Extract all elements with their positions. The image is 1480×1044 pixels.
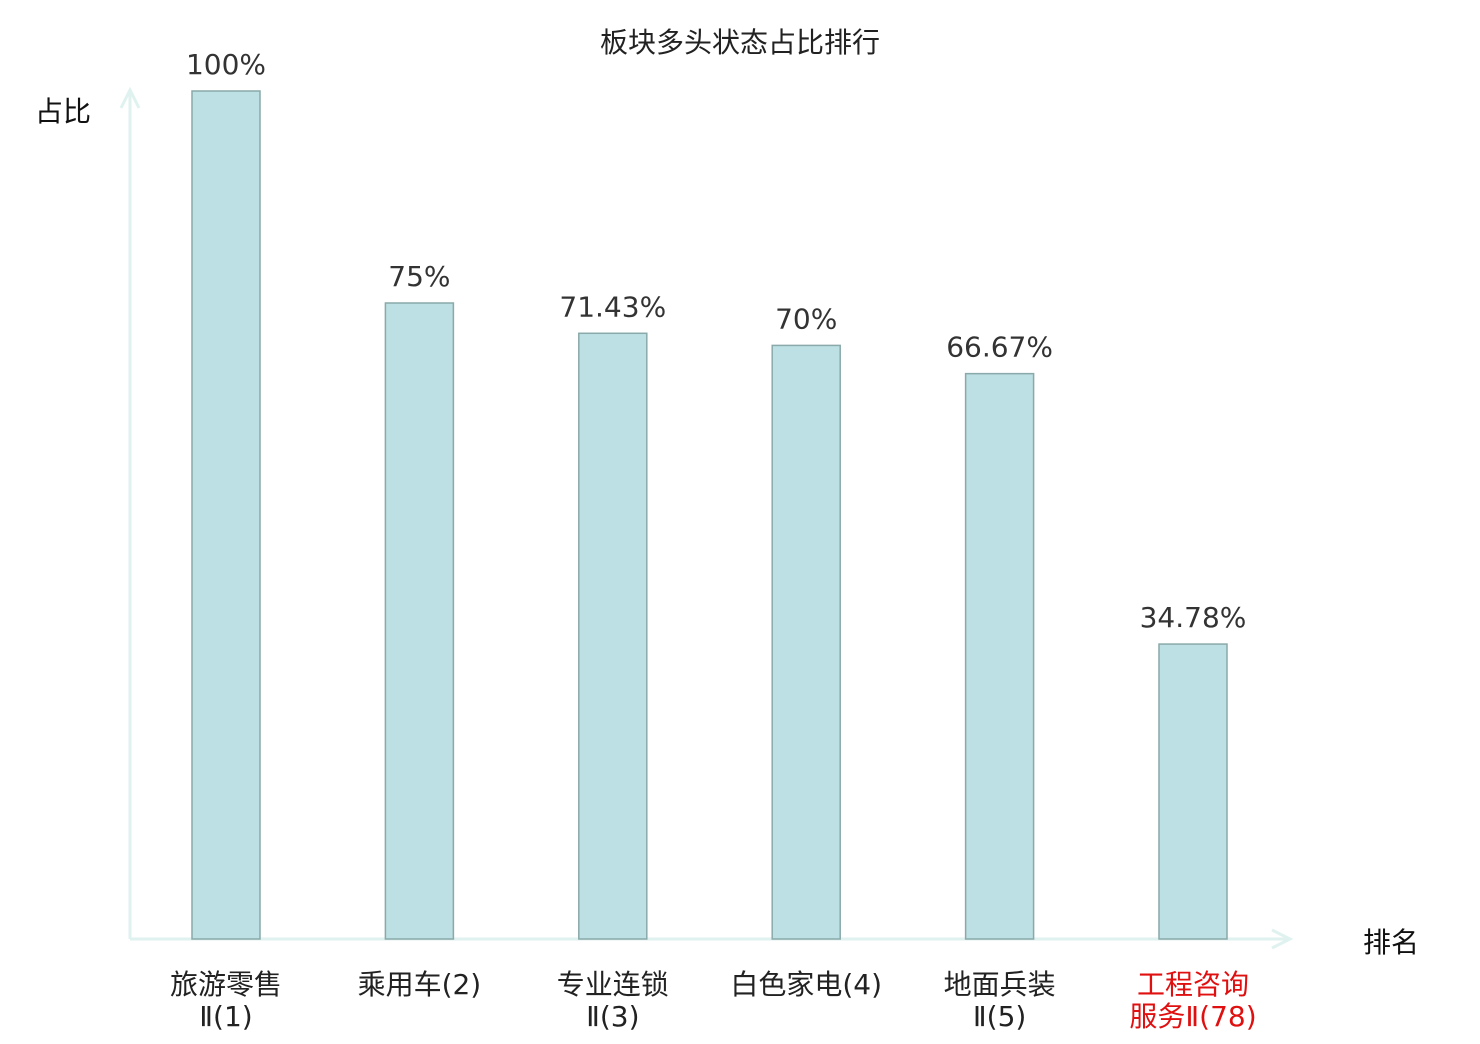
data-label: 75%: [388, 260, 450, 293]
x-tick-label: 乘用车(2): [358, 968, 482, 1001]
x-axis-arrow-icon: [1271, 928, 1294, 950]
x-tick-label: Ⅱ(1): [199, 1000, 252, 1033]
x-tick-label: 旅游零售: [170, 968, 282, 1001]
y-axis-arrow-icon: [119, 86, 141, 109]
x-tick-label: 专业连锁: [557, 968, 669, 1001]
x-tick-label: Ⅱ(5): [973, 1000, 1026, 1033]
bar: [1158, 643, 1228, 940]
axes: [119, 86, 1294, 950]
bar: [384, 302, 455, 940]
data-label: 71.43%: [559, 290, 666, 323]
data-label: 66.67%: [946, 331, 1053, 364]
x-tick-label: Ⅱ(3): [586, 1000, 639, 1033]
x-tick-label: 工程咨询: [1137, 968, 1249, 1001]
x-tick-label: 白色家电(4): [730, 968, 882, 1001]
bar: [578, 332, 648, 940]
chart-title: 板块多头状态占比排行: [600, 26, 880, 59]
y-axis-label: 占比: [35, 95, 91, 128]
data-label: 34.78%: [1140, 601, 1247, 634]
data-label: 100%: [186, 48, 266, 81]
data-label: 70%: [775, 302, 837, 335]
x-axis-label: 排名: [1363, 926, 1419, 959]
x-tick-label: 地面兵装: [944, 968, 1056, 1001]
bar: [964, 372, 1035, 940]
x-tick-label: 服务Ⅱ(78): [1129, 1000, 1256, 1033]
bar: [771, 344, 841, 940]
bar: [191, 90, 261, 940]
